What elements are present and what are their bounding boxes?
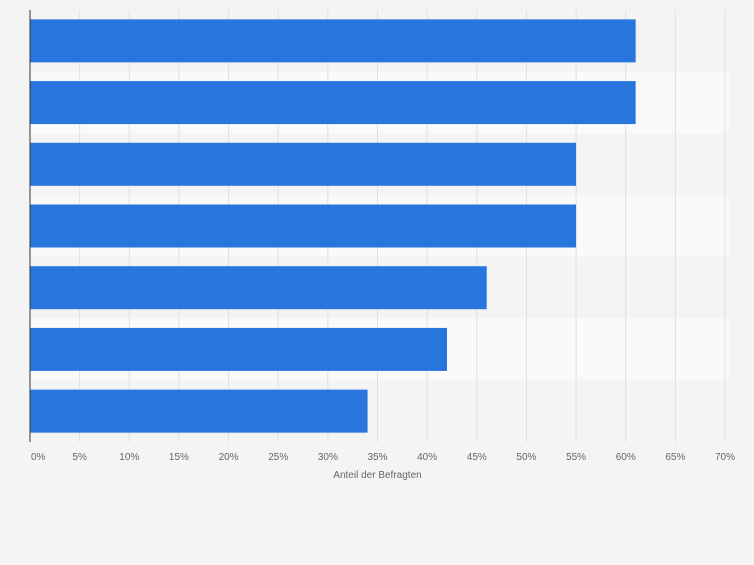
bar [30,81,636,125]
x-tick-label: 45% [467,452,487,463]
x-tick-label: 0% [31,452,46,463]
x-tick-label: 5% [72,452,87,463]
x-axis-label: Anteil der Befragten [333,470,421,481]
bar [30,327,447,371]
bar [30,389,368,433]
x-tick-label: 50% [516,452,536,463]
x-tick-label: 55% [566,452,586,463]
x-tick-label: 30% [318,452,338,463]
bar [30,19,636,63]
x-tick-label: 10% [119,452,139,463]
x-tick-label: 25% [268,452,288,463]
bar [30,266,487,310]
x-tick-label: 15% [169,452,189,463]
x-tick-labels: 0% 5% 10% 15% 20% 25% 30% 35% 40% 45% 50% 55% 60% 65%… [31,452,735,463]
bars [30,19,636,433]
x-tick-label: 35% [367,452,387,463]
bar [30,204,577,248]
x-tick-label: 20% [219,452,239,463]
x-tick-label: 60% [616,452,636,463]
x-tick-label: 65% [665,452,685,463]
x-tick-label: 40% [417,452,437,463]
bar [30,142,577,186]
x-tick-label: 70% [715,452,735,463]
